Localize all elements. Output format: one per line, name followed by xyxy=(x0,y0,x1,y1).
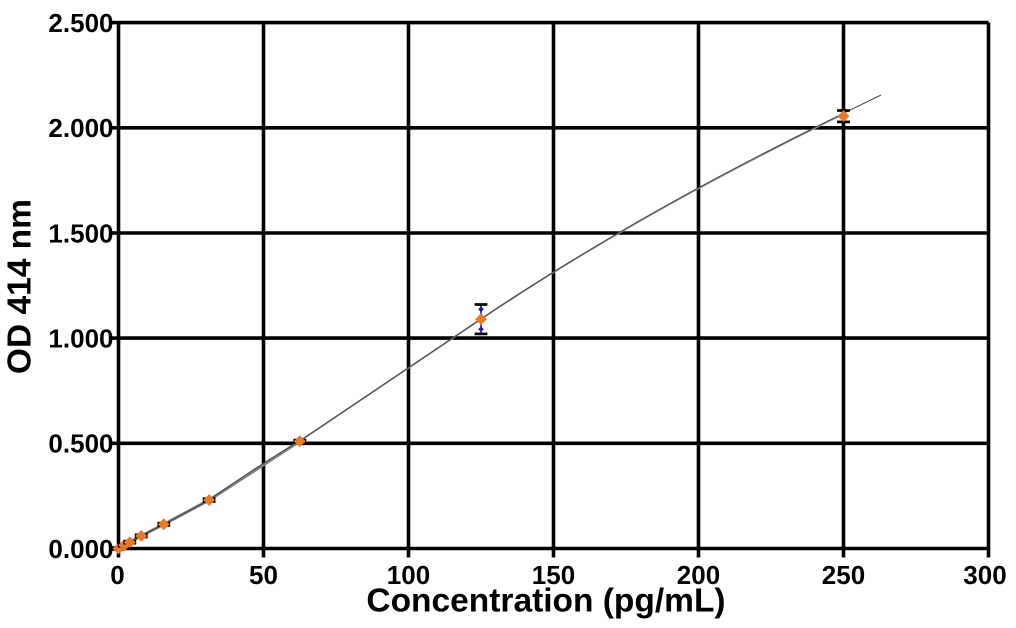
svg-text:0.000: 0.000 xyxy=(48,534,113,564)
svg-text:2.500: 2.500 xyxy=(48,8,113,38)
svg-text:0: 0 xyxy=(110,560,124,590)
svg-text:300: 300 xyxy=(963,560,1006,590)
svg-text:250: 250 xyxy=(822,560,865,590)
svg-text:Concentration (pg/mL): Concentration (pg/mL) xyxy=(366,583,725,620)
svg-text:OD 414 nm: OD 414 nm xyxy=(2,199,39,374)
svg-text:100: 100 xyxy=(387,560,430,590)
svg-text:50: 50 xyxy=(249,560,278,590)
svg-text:1.500: 1.500 xyxy=(48,218,113,248)
svg-text:150: 150 xyxy=(532,560,575,590)
svg-text:0.500: 0.500 xyxy=(48,429,113,459)
svg-text:2.000: 2.000 xyxy=(48,113,113,143)
svg-text:200: 200 xyxy=(677,560,720,590)
svg-text:1.000: 1.000 xyxy=(48,323,113,353)
